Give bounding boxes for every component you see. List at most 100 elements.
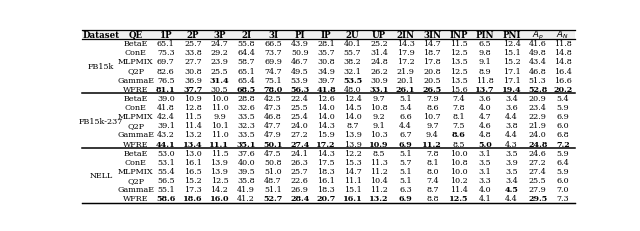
- Text: 39.7: 39.7: [317, 76, 335, 84]
- Text: 16.6: 16.6: [554, 76, 572, 84]
- Text: 11.5: 11.5: [211, 149, 228, 157]
- Text: 14.3: 14.3: [397, 40, 415, 48]
- Text: 3I: 3I: [268, 30, 278, 40]
- Text: PIN: PIN: [476, 30, 495, 40]
- Text: 17.3: 17.3: [184, 185, 202, 193]
- Text: Q2P: Q2P: [127, 67, 145, 75]
- Text: 4.5: 4.5: [504, 185, 518, 193]
- Text: 8.5: 8.5: [452, 140, 465, 148]
- Text: 3.5: 3.5: [505, 149, 518, 157]
- Text: 7.5: 7.5: [452, 122, 465, 130]
- Text: 15.6: 15.6: [450, 85, 468, 93]
- Text: 3.1: 3.1: [479, 149, 492, 157]
- Text: 7.3: 7.3: [557, 195, 569, 202]
- Text: 18.3: 18.3: [317, 185, 335, 193]
- Text: 12.4: 12.4: [502, 40, 520, 48]
- Text: 69.9: 69.9: [264, 58, 282, 66]
- Text: 4.0: 4.0: [479, 103, 492, 112]
- Text: 24.6: 24.6: [529, 149, 547, 157]
- Text: 2IN: 2IN: [397, 30, 415, 40]
- Text: 17.1: 17.1: [502, 76, 520, 84]
- Text: 16.5: 16.5: [184, 167, 202, 175]
- Text: 30.9: 30.9: [370, 76, 388, 84]
- Text: 29.5: 29.5: [528, 195, 547, 202]
- Text: 27.2: 27.2: [529, 158, 547, 166]
- Text: 15.2: 15.2: [184, 176, 202, 184]
- Text: 9.9: 9.9: [213, 113, 226, 121]
- Text: 33.8: 33.8: [184, 49, 202, 57]
- Text: 20.8: 20.8: [424, 67, 441, 75]
- Text: 24.0: 24.0: [529, 131, 547, 139]
- Text: 10.3: 10.3: [370, 131, 388, 139]
- Text: 20.2: 20.2: [553, 85, 572, 93]
- Text: 4.1: 4.1: [479, 195, 492, 202]
- Text: 12.5: 12.5: [450, 67, 468, 75]
- Text: 9.7: 9.7: [372, 94, 385, 103]
- Text: 53.9: 53.9: [291, 76, 308, 84]
- Text: 6.9: 6.9: [556, 113, 569, 121]
- Text: 17.2: 17.2: [397, 58, 415, 66]
- Text: 16.1: 16.1: [317, 176, 335, 184]
- Text: 7.4: 7.4: [452, 94, 465, 103]
- Text: 12.5: 12.5: [449, 195, 468, 202]
- Text: 14.0: 14.0: [344, 113, 362, 121]
- Text: 11.0: 11.0: [211, 131, 228, 139]
- Text: 11.0: 11.0: [211, 103, 228, 112]
- Text: 9.7: 9.7: [426, 122, 438, 130]
- Text: 3.6: 3.6: [479, 94, 492, 103]
- Text: 4.4: 4.4: [399, 122, 412, 130]
- Text: 51.3: 51.3: [529, 76, 547, 84]
- Text: 17.8: 17.8: [424, 58, 441, 66]
- Text: 64.4: 64.4: [237, 49, 255, 57]
- Text: ConE: ConE: [125, 158, 147, 166]
- Text: 25.4: 25.4: [291, 113, 308, 121]
- Text: MLPMIX: MLPMIX: [118, 113, 154, 121]
- Text: 19.4: 19.4: [502, 85, 522, 93]
- Text: 13.9: 13.9: [344, 140, 362, 148]
- Text: 6.5: 6.5: [479, 40, 492, 48]
- Text: 12.6: 12.6: [317, 94, 335, 103]
- Text: 5.9: 5.9: [557, 149, 569, 157]
- Text: 25.5: 25.5: [291, 103, 308, 112]
- Text: 14.7: 14.7: [344, 167, 362, 175]
- Text: 49.5: 49.5: [291, 67, 308, 75]
- Text: 14.3: 14.3: [317, 149, 335, 157]
- Text: 15.3: 15.3: [344, 158, 362, 166]
- Text: 78.0: 78.0: [264, 85, 283, 93]
- Text: 6.9: 6.9: [399, 195, 413, 202]
- Text: 40.0: 40.0: [237, 158, 255, 166]
- Text: 58.6: 58.6: [156, 195, 175, 202]
- Text: GammaE: GammaE: [117, 185, 154, 193]
- Text: 5.9: 5.9: [557, 167, 569, 175]
- Text: 5.1: 5.1: [399, 94, 412, 103]
- Text: 11.5: 11.5: [450, 40, 468, 48]
- Text: 69.7: 69.7: [157, 58, 175, 66]
- Text: 6.6: 6.6: [399, 113, 412, 121]
- Text: 3.1: 3.1: [479, 167, 492, 175]
- Text: 50.8: 50.8: [264, 158, 282, 166]
- Text: 27.7: 27.7: [184, 58, 202, 66]
- Text: 24.8: 24.8: [528, 140, 547, 148]
- Text: 42.4: 42.4: [157, 113, 175, 121]
- Text: 55.7: 55.7: [344, 49, 362, 57]
- Text: 11.3: 11.3: [370, 158, 388, 166]
- Text: 6.3: 6.3: [399, 185, 412, 193]
- Text: 5.7: 5.7: [399, 158, 412, 166]
- Text: 33.5: 33.5: [237, 131, 255, 139]
- Text: 50.1: 50.1: [263, 140, 283, 148]
- Text: 13.0: 13.0: [184, 149, 202, 157]
- Text: $A_p$: $A_p$: [532, 28, 543, 41]
- Text: 26.9: 26.9: [291, 185, 308, 193]
- Text: 10.8: 10.8: [450, 158, 468, 166]
- Text: 16.1: 16.1: [184, 158, 202, 166]
- Text: 17.5: 17.5: [317, 158, 335, 166]
- Text: 27.2: 27.2: [291, 131, 308, 139]
- Text: 23.9: 23.9: [211, 58, 228, 66]
- Text: 5.4: 5.4: [557, 94, 569, 103]
- Text: 8.8: 8.8: [426, 195, 438, 202]
- Text: 7.0: 7.0: [557, 185, 569, 193]
- Text: 26.5: 26.5: [422, 85, 442, 93]
- Text: 4.8: 4.8: [479, 131, 492, 139]
- Text: 10.7: 10.7: [424, 113, 441, 121]
- Text: 6.0: 6.0: [557, 122, 569, 130]
